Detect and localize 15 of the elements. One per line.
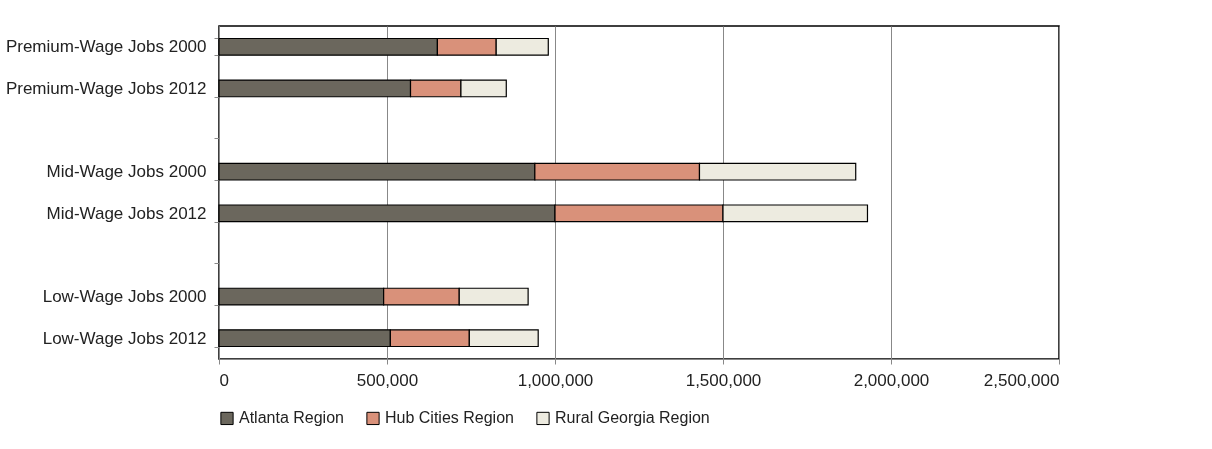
legend-label: Rural Georgia Region (555, 409, 710, 427)
y-tick-label: Mid-Wage Jobs 2000 (46, 162, 207, 182)
y-tick-label: Low-Wage Jobs 2012 (42, 328, 207, 348)
x-tick-label: 2,500,000 (983, 370, 1060, 390)
y-tick-label: Premium-Wage Jobs 2000 (5, 37, 207, 57)
x-tick-label: 0 (219, 370, 229, 390)
legend-label: Atlanta Region (239, 409, 344, 427)
y-tick-label: Mid-Wage Jobs 2012 (46, 203, 207, 223)
x-tick-label: 1,500,000 (685, 370, 762, 390)
y-tick-label: Premium-Wage Jobs 2012 (5, 78, 207, 98)
x-tick-label: 2,000,000 (853, 370, 930, 390)
x-tick-label: 500,000 (356, 370, 419, 390)
y-tick-label: Low-Wage Jobs 2000 (42, 287, 207, 307)
legend-label: Hub Cities Region (385, 409, 514, 427)
x-tick-label: 1,000,000 (517, 370, 594, 390)
